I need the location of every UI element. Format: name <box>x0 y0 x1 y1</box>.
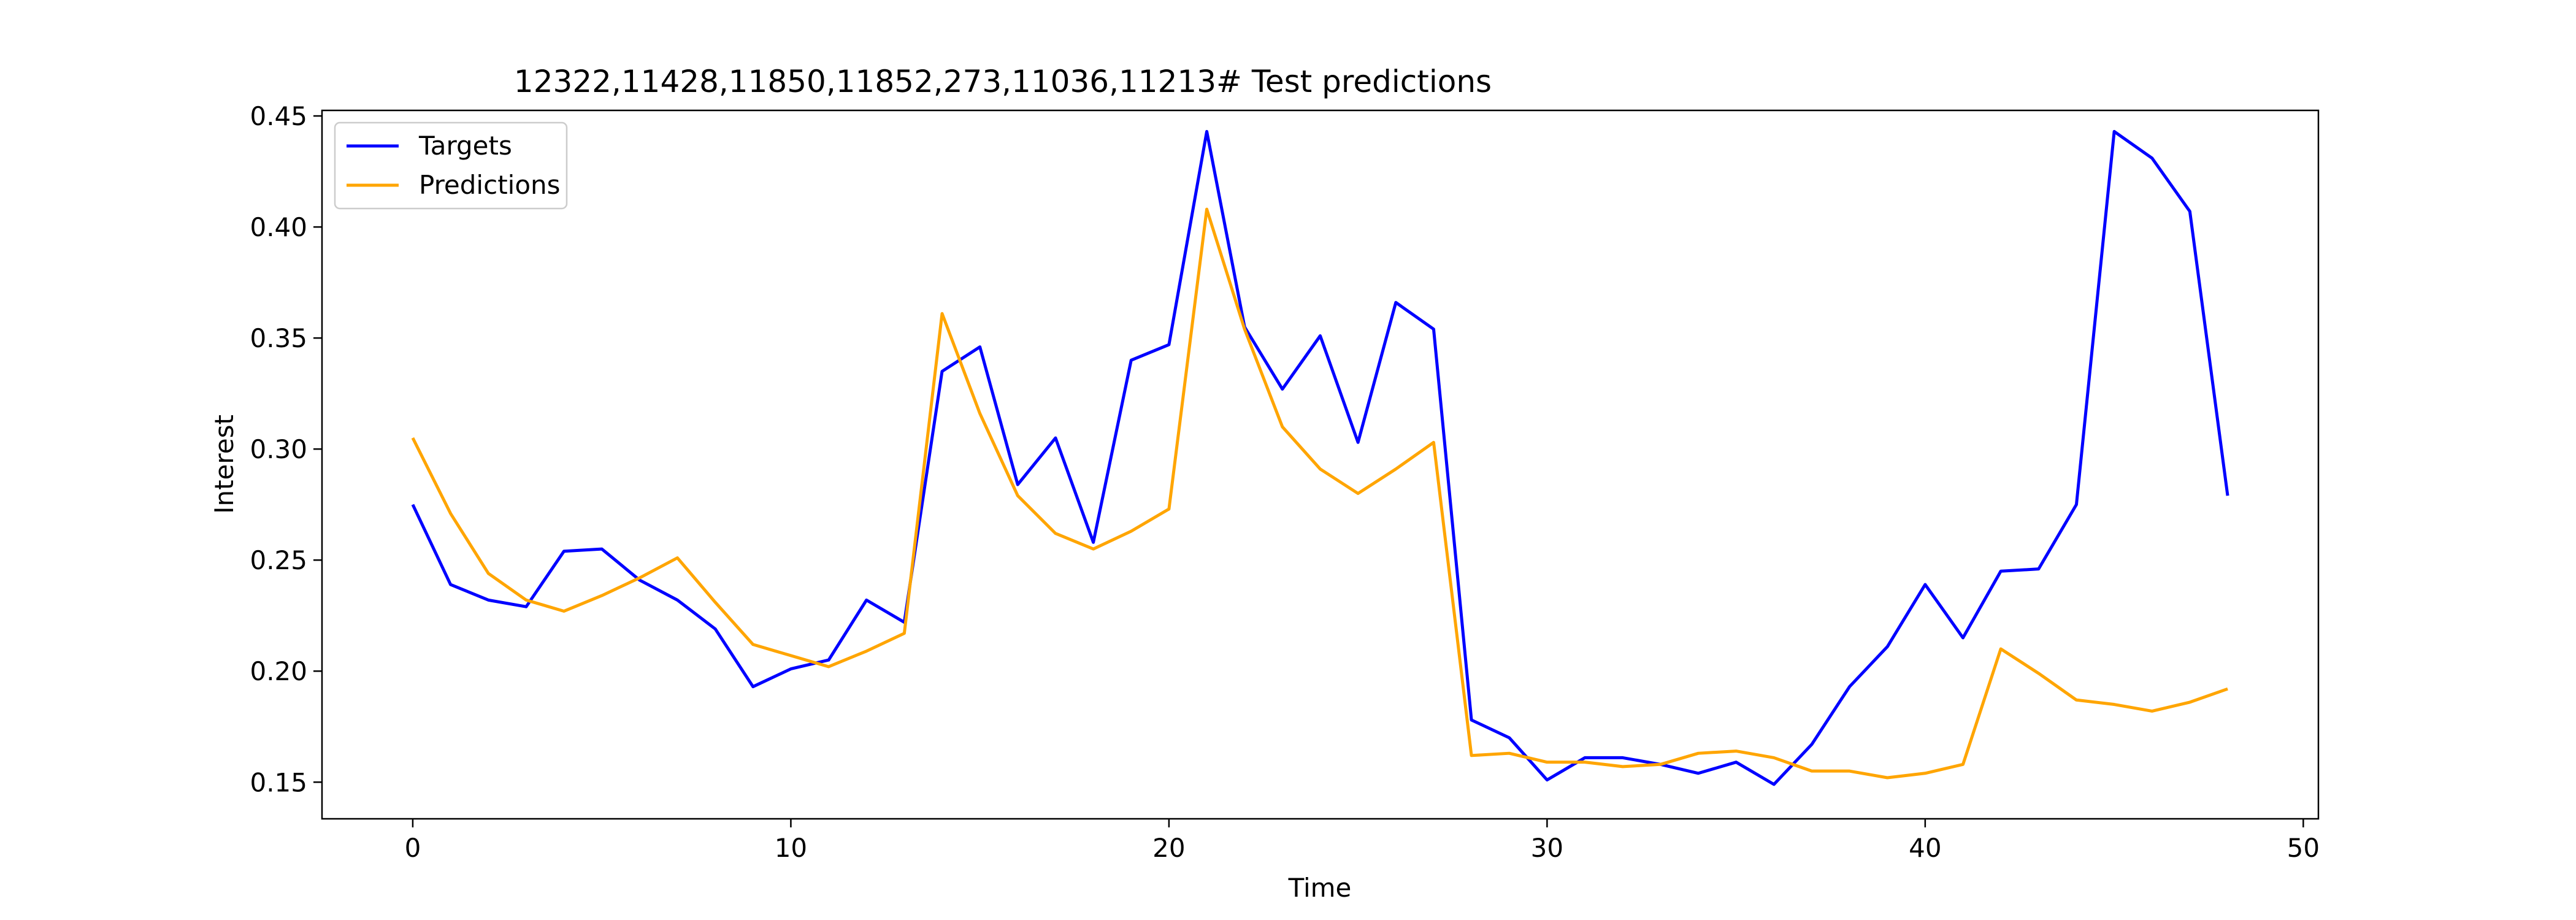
y-tick-label: 0.15 <box>250 767 307 797</box>
chart-title: 12322,11428,11850,11852,273,11036,11213#… <box>514 64 1492 99</box>
plot-frame <box>321 109 2320 820</box>
x-tick-label: 40 <box>1909 833 1941 863</box>
y-tick-label: 0.25 <box>250 545 307 575</box>
x-tick-label: 0 <box>405 833 421 863</box>
legend-frame <box>334 121 568 210</box>
x-tick-label: 30 <box>1531 833 1563 863</box>
x-axis-label: Time <box>1288 873 1352 903</box>
y-tick-label: 0.20 <box>250 656 307 686</box>
x-tick-label: 10 <box>775 833 807 863</box>
y-tick-label: 0.45 <box>250 101 307 131</box>
y-axis: 0.15 0.20 0.25 0.30 0.35 0.40 0.45 <box>250 101 322 797</box>
legend-label-targets: Targets <box>418 131 512 161</box>
series-layer <box>411 129 2229 786</box>
x-axis: 0 10 20 30 40 50 <box>405 819 2320 863</box>
legend: Targets Predictions <box>334 121 568 210</box>
y-tick-label: 0.30 <box>250 434 307 464</box>
x-tick-label: 20 <box>1152 833 1185 863</box>
y-tick-label: 0.35 <box>250 323 307 353</box>
series-points-predictions <box>412 209 2228 778</box>
y-tick-label: 0.40 <box>250 212 307 242</box>
y-axis-label: Interest <box>209 415 239 514</box>
plot-area <box>411 129 2229 786</box>
legend-label-predictions: Predictions <box>419 170 561 200</box>
x-tick-label: 50 <box>2287 833 2320 863</box>
